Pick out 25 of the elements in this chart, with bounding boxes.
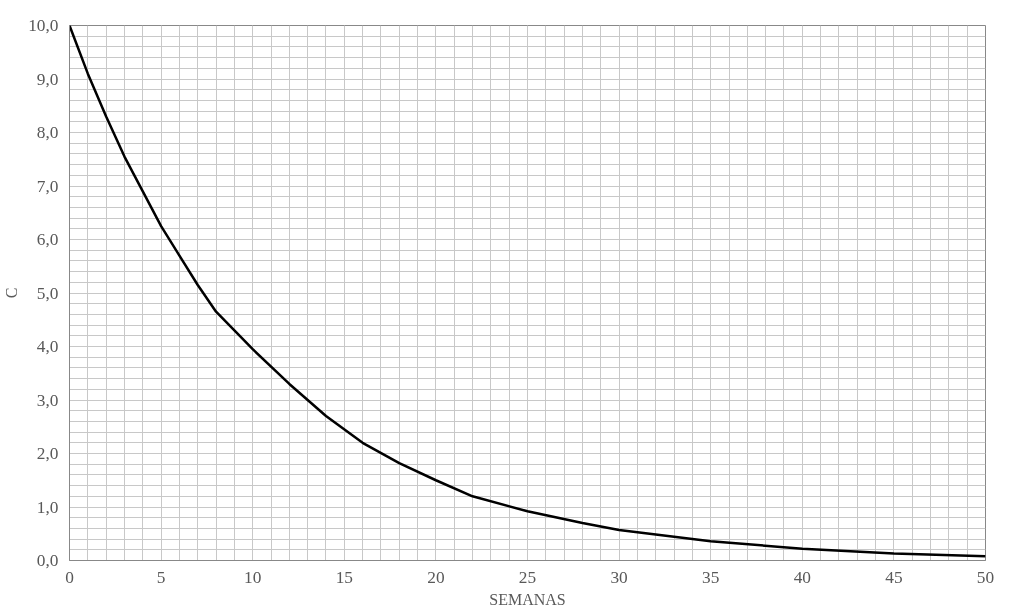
y-axis-title: C — [3, 287, 21, 299]
y-tick-label: 10,0 — [28, 16, 59, 35]
x-tick-label: 40 — [793, 567, 811, 587]
line-series — [69, 25, 986, 558]
x-tick-label: 20 — [427, 567, 445, 587]
y-tick-label: 3,0 — [36, 390, 59, 410]
y-tick-label: 8,0 — [36, 123, 59, 142]
x-tick-label: 5 — [156, 567, 166, 587]
x-axis-title: SEMANAS — [489, 590, 566, 608]
x-tick-label: 35 — [702, 567, 720, 587]
x-tick-label: 10 — [244, 567, 262, 587]
x-tick-label: 30 — [610, 567, 628, 587]
x-tick-label: 15 — [335, 567, 353, 587]
y-tick-label: 1,0 — [36, 497, 59, 517]
x-tick-label: 45 — [885, 567, 903, 587]
y-tick-label: 7,0 — [36, 176, 59, 196]
y-tick-label: 4,0 — [36, 337, 59, 356]
y-tick-label: 2,0 — [36, 444, 59, 463]
y-tick-label: 0,0 — [36, 551, 59, 570]
y-tick-label: 9,0 — [36, 69, 59, 89]
y-tick-label: 6,0 — [36, 230, 59, 249]
x-tick-label: 50 — [976, 567, 995, 587]
y-tick-label: 5,0 — [36, 283, 59, 303]
x-tick-label: 25 — [518, 567, 537, 587]
x-tick-label: 0 — [65, 567, 74, 587]
